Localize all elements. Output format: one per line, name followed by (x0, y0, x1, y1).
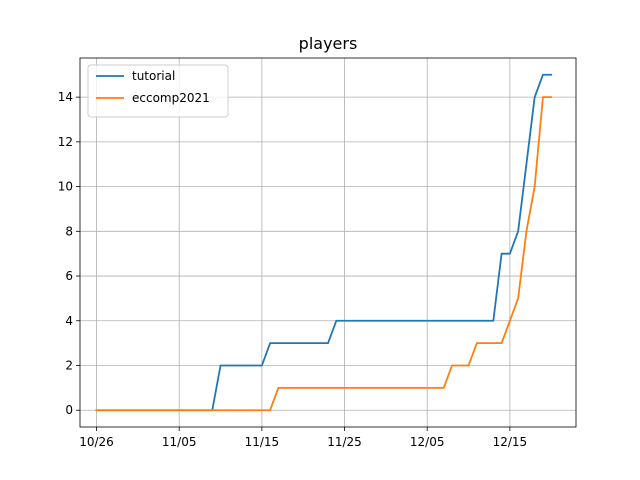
x-tick-label: 11/25 (327, 435, 362, 449)
legend-box (87, 64, 229, 118)
legend-label: tutorial (132, 69, 175, 83)
x-tick-label: 11/05 (162, 435, 197, 449)
y-tick-label: 2 (65, 359, 73, 373)
plot-frame (79, 57, 577, 428)
x-axis: 10/26 11/05 11/15 11/25 12/05 12/15 (79, 427, 527, 449)
y-tick-label: 12 (58, 135, 73, 149)
y-tick-label: 4 (65, 314, 73, 328)
y-tick-label: 8 (65, 224, 73, 238)
y-tick-label: 14 (58, 90, 73, 104)
legend: tutorial eccomp2021 (87, 64, 229, 118)
chart-title: players (299, 34, 358, 53)
x-tick-label: 12/05 (410, 435, 445, 449)
grid (80, 58, 576, 427)
y-axis: 0 2 4 6 8 10 12 14 (58, 90, 80, 417)
x-tick-label: 12/15 (493, 435, 528, 449)
series-layer (95, 73, 553, 412)
x-tick-label: 11/15 (245, 435, 280, 449)
x-tick-label: 10/26 (79, 435, 114, 449)
series-line-eccomp2021 (95, 96, 553, 412)
y-tick-label: 10 (58, 180, 73, 194)
y-tick-label: 6 (65, 269, 73, 283)
legend-label: eccomp2021 (132, 91, 210, 105)
y-tick-label: 0 (65, 403, 73, 417)
series-line-tutorial (95, 73, 553, 412)
